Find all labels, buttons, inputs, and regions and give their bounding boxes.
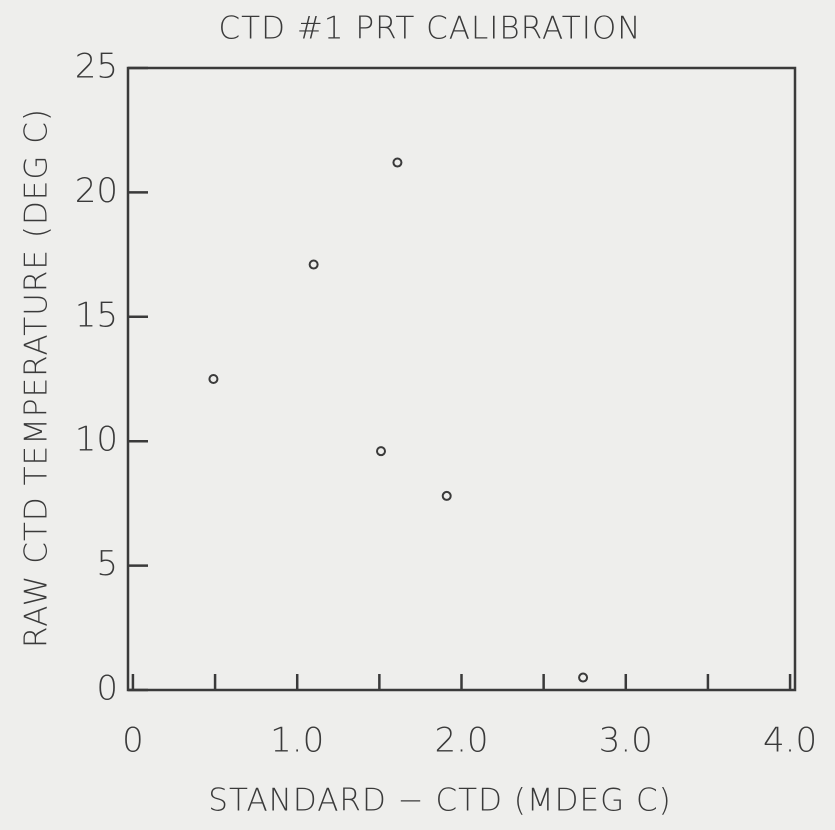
y-tick-label: 5 bbox=[96, 544, 118, 584]
point bbox=[376, 446, 386, 457]
point bbox=[441, 490, 452, 501]
point bbox=[578, 672, 589, 683]
y-tick-label: 15 bbox=[75, 295, 118, 335]
point bbox=[392, 157, 403, 168]
x-tick-label: 0 bbox=[122, 721, 144, 761]
point bbox=[208, 374, 219, 384]
point bbox=[308, 259, 319, 270]
y-axis-label: RAW CTD TEMPERATURE (DEG C) bbox=[19, 108, 55, 648]
x-tick-label: 1.0 bbox=[270, 721, 324, 761]
y-tick-label: 25 bbox=[75, 47, 118, 87]
y-tick-label: 20 bbox=[75, 171, 118, 211]
y-tick-label: 0 bbox=[96, 669, 118, 709]
chart-title: CTD #1 PRT CALIBRATION bbox=[219, 11, 642, 47]
x-tick-label: 2.0 bbox=[434, 721, 488, 761]
x-axis-label: STANDARD − CTD (MDEG C) bbox=[208, 783, 671, 819]
x-tick-label: 4.0 bbox=[763, 721, 817, 761]
x-tick-label: 3.0 bbox=[599, 721, 653, 761]
y-tick-label: 10 bbox=[75, 420, 118, 460]
